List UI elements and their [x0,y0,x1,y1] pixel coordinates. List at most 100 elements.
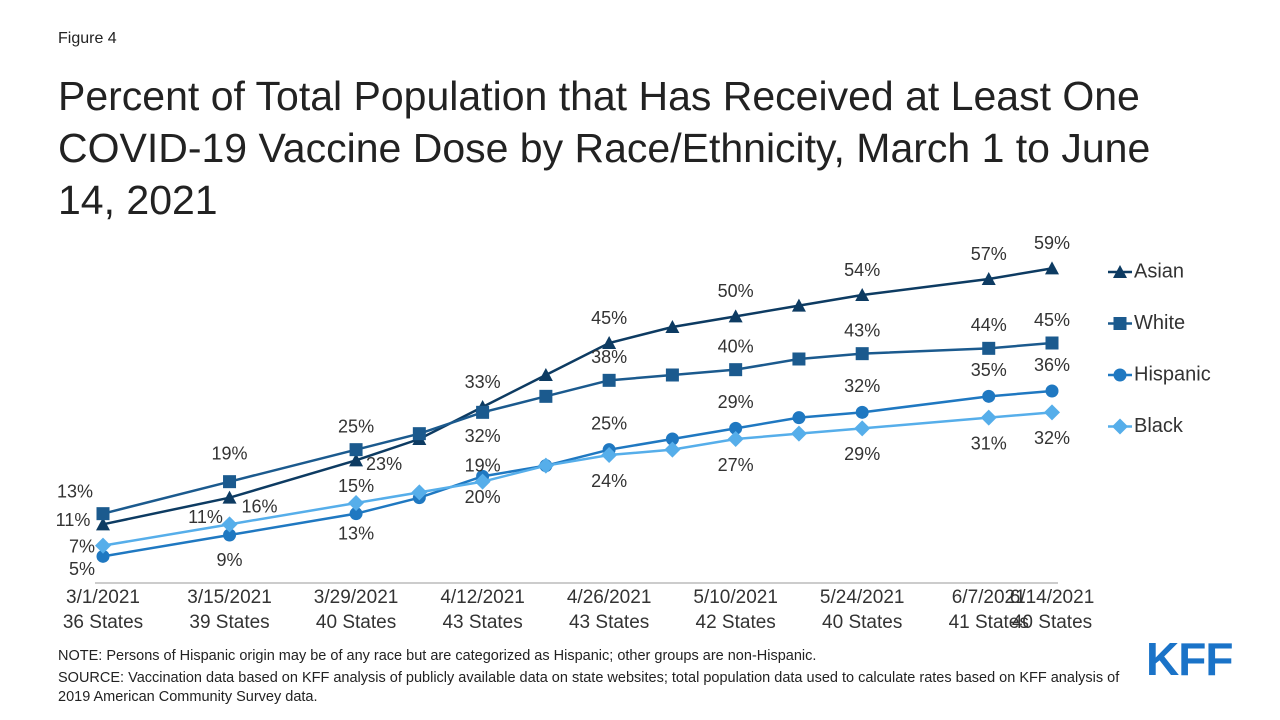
series-line [102,389,1053,558]
data-point [1045,336,1059,350]
data-point [665,320,680,333]
x-tick-label: 5/10/2021 [693,587,778,608]
data-point [222,490,237,504]
data-point [982,341,996,355]
x-tick-label: 6/7/2021 [952,587,1026,608]
data-point [664,441,681,458]
series-line [102,341,1053,515]
data-label: 32% [844,376,880,396]
data-point [539,389,553,403]
legend-label: Hispanic [1134,363,1211,385]
x-tick-label: 4/26/2021 [567,587,652,608]
x-tick-sublabel: 43 States [569,612,649,633]
data-point [348,495,365,511]
x-tick-label: 5/24/2021 [820,587,905,608]
data-point [223,475,237,489]
data-point [538,368,553,381]
data-label: 16% [242,496,278,516]
data-point [349,453,364,467]
chart-title: Percent of Total Population that Has Rec… [58,73,1151,223]
source: SOURCE: Vaccination data based on KFF an… [58,670,1120,705]
data-point [223,528,237,542]
data-point [792,352,806,366]
data-label: 57% [971,244,1007,264]
data-label: 13% [338,523,374,543]
x-tick-label: 3/29/2021 [314,587,399,608]
x-tick-sublabel: 40 States [1012,612,1092,633]
data-label: 40% [718,336,754,356]
data-point [1045,261,1059,275]
legend-label: White [1134,312,1185,334]
data-point [412,427,426,441]
data-point [96,517,110,531]
data-point [981,272,996,285]
x-tick-sublabel: 43 States [442,612,522,633]
data-label: 32% [465,426,501,446]
data-point [474,473,491,490]
data-label: 25% [591,413,627,433]
data-label: 29% [844,444,880,464]
data-point [665,368,679,382]
data-point [792,411,806,425]
series-line [102,267,1053,526]
x-tick-label: 3/15/2021 [187,587,272,608]
data-point [602,336,617,349]
legend-label: Black [1134,415,1184,437]
data-label: 38% [591,347,627,367]
legend-label: Asian [1134,260,1184,282]
data-point [221,516,238,533]
data-label: 27% [718,455,754,475]
data-point [790,425,807,442]
x-tick-sublabel: 36 States [63,612,143,633]
data-point [728,309,743,323]
data-point [665,432,679,446]
logo: KFF [1146,633,1233,685]
data-point [601,447,618,463]
x-tick-label: 6/14/2021 [1010,587,1095,608]
data-label: 13% [57,481,93,501]
data-label: 43% [844,320,880,340]
data-point [1045,384,1059,398]
x-tick-sublabel: 41 States [949,612,1029,633]
data-label: 23% [366,454,402,474]
data-point [349,507,363,521]
data-point [729,363,743,377]
data-label: 19% [465,455,501,475]
data-label: 44% [971,315,1007,335]
data-point [729,421,743,435]
data-point [855,288,870,301]
data-label: 31% [971,433,1007,453]
x-tick-label: 3/1/2021 [66,587,140,608]
x-tick-label: 4/12/2021 [440,587,525,608]
data-label: 33% [465,372,501,392]
x-tick-sublabel: 39 States [189,612,269,633]
data-point [96,549,110,563]
data-label: 59% [1034,233,1070,253]
data-label: 54% [844,260,880,280]
data-label: 35% [971,360,1007,380]
data-label: 50% [718,281,754,301]
data-label: 20% [465,487,501,507]
x-tick-sublabel: 42 States [696,612,776,633]
data-label: 11% [188,507,223,527]
data-point [791,298,806,312]
data-point [727,431,744,447]
data-point [349,443,363,457]
data-point [96,507,110,521]
data-label: 24% [591,471,627,491]
data-point [982,389,996,403]
figure-label: Figure 4 [58,30,117,47]
data-point [411,484,428,501]
data-label: 19% [212,443,248,463]
data-label: 29% [718,392,754,412]
data-label: 32% [1034,428,1070,448]
data-label: 9% [217,550,243,570]
x-tick-sublabel: 40 States [316,612,396,633]
data-point [980,409,997,426]
data-point [537,457,554,474]
data-point [1044,404,1060,421]
data-label: 25% [338,416,374,436]
data-label: 11% [56,510,91,530]
